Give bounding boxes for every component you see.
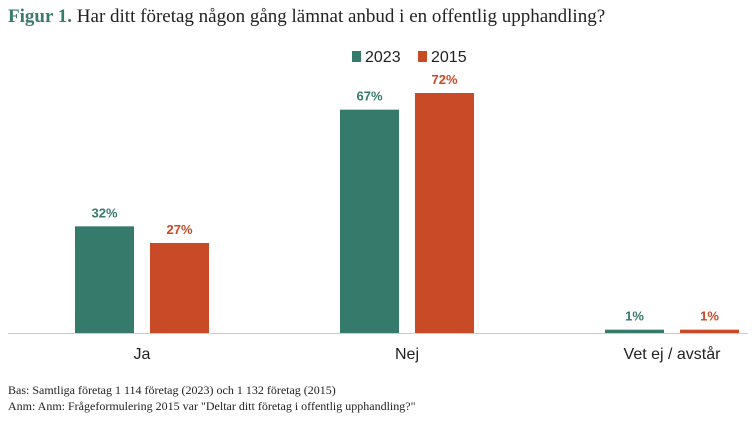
- data-label-2023-0: 32%: [91, 205, 117, 220]
- chart-title-text: Har ditt företag någon gång lämnat anbud…: [76, 6, 606, 27]
- data-label-2015-2: 1%: [700, 309, 719, 324]
- data-label-2015-0: 27%: [166, 222, 192, 237]
- data-label-2015-1: 72%: [431, 72, 457, 87]
- footnote-base: Bas: Samtliga företag 1 114 företag (202…: [8, 383, 336, 397]
- legend-label-2023: 2023: [365, 49, 401, 66]
- data-label-2023-2: 1%: [625, 309, 644, 324]
- bar-2023-0: [75, 226, 134, 333]
- chart-title: Figur 1. Har ditt företag någon gång läm…: [8, 6, 605, 28]
- category-label-1: Nej: [395, 346, 419, 363]
- bar-2023-2: [605, 329, 664, 333]
- legend-swatch-2015: [418, 51, 427, 62]
- legend-swatch-2023: [352, 51, 361, 62]
- bar-2015-0: [150, 243, 209, 333]
- category-label-0: Ja: [134, 346, 151, 363]
- bar-2015-1: [415, 93, 474, 333]
- data-label-2023-1: 67%: [356, 89, 382, 104]
- footnote-anm: Anm: Anm: Frågeformulering 2015 var "Del…: [8, 399, 416, 413]
- figure-number: Figur 1.: [8, 6, 73, 27]
- bar-2023-1: [340, 109, 399, 334]
- category-label-2: Vet ej / avstår: [624, 345, 722, 363]
- legend-label-2015: 2015: [431, 49, 467, 66]
- bar-chart: 2023 2015 32% 27% Ja 67% 72% Nej 1% 1% Vet ej / av…: [8, 49, 748, 363]
- bar-2015-2: [680, 329, 739, 333]
